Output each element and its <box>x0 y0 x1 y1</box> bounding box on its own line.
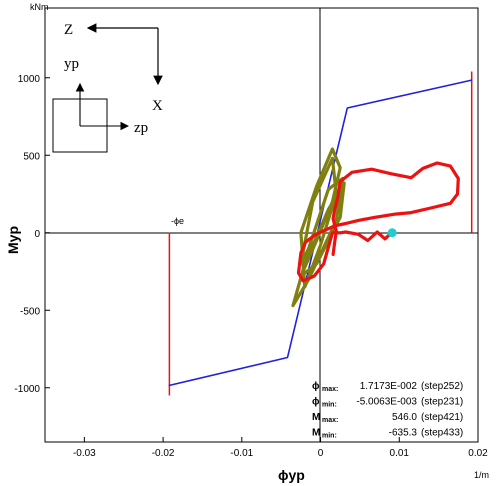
stat-value: -5.0063E-003 <box>356 397 417 408</box>
stat-name: ϕ <box>312 397 320 408</box>
ref-label: -ϕe <box>171 216 184 226</box>
stat-value: -635.3 <box>389 428 418 439</box>
y-tick-label: -1000 <box>14 384 40 395</box>
ticks: -0.03 -0.02 -0.01 0 0.01 0.02 -1000 -500 0 500 100… <box>14 74 488 459</box>
stat-step: (step433) <box>421 428 463 439</box>
x-tick-label: -0.02 <box>152 448 175 459</box>
yp-label: yp <box>64 56 79 72</box>
x-tick-label: -0.03 <box>73 448 96 459</box>
stat-sub: max: <box>322 417 338 424</box>
series-layer <box>168 71 473 396</box>
plot-frame <box>44 7 479 443</box>
stat-value: 546.0 <box>392 412 417 423</box>
x-unit-label: 1/m <box>474 470 489 480</box>
z-label: Z <box>64 22 73 38</box>
stat-step: (step231) <box>421 397 463 408</box>
x-tick-label: -0.01 <box>230 448 253 459</box>
y-tick-label: 500 <box>23 151 40 162</box>
stat-name: M <box>312 412 320 423</box>
stats-box: ϕ max: 1.7173E-002 (step252)ϕ min: -5.0063E-0… <box>312 381 463 440</box>
y-unit-label: kNm <box>30 2 49 12</box>
coordinate-glyph: Z X yp zp <box>52 22 163 153</box>
x-axis-title: ϕyp <box>278 467 305 483</box>
x-tick-label: 0 <box>318 448 324 459</box>
stat-name: ϕ <box>312 381 320 392</box>
x-tick-label: 0.01 <box>390 448 410 459</box>
stat-sub: min: <box>322 402 337 409</box>
y-tick-label: 0 <box>34 229 40 240</box>
x-tick-label: 0.02 <box>468 448 488 459</box>
hysteresis-loop-red <box>296 161 460 283</box>
x-label: X <box>152 98 163 114</box>
stat-step: (step252) <box>421 381 463 392</box>
stat-sub: min: <box>322 433 337 440</box>
stat-sub: max: <box>322 386 338 393</box>
y-tick-label: 1000 <box>18 74 41 85</box>
stat-name: M <box>312 428 320 439</box>
stat-step: (step421) <box>421 412 463 423</box>
y-tick-label: -500 <box>20 306 40 317</box>
current-point-marker <box>387 228 397 238</box>
y-axis-title: Myp <box>5 226 21 254</box>
stat-value: 1.7173E-002 <box>360 381 418 392</box>
zp-label: zp <box>134 120 148 136</box>
